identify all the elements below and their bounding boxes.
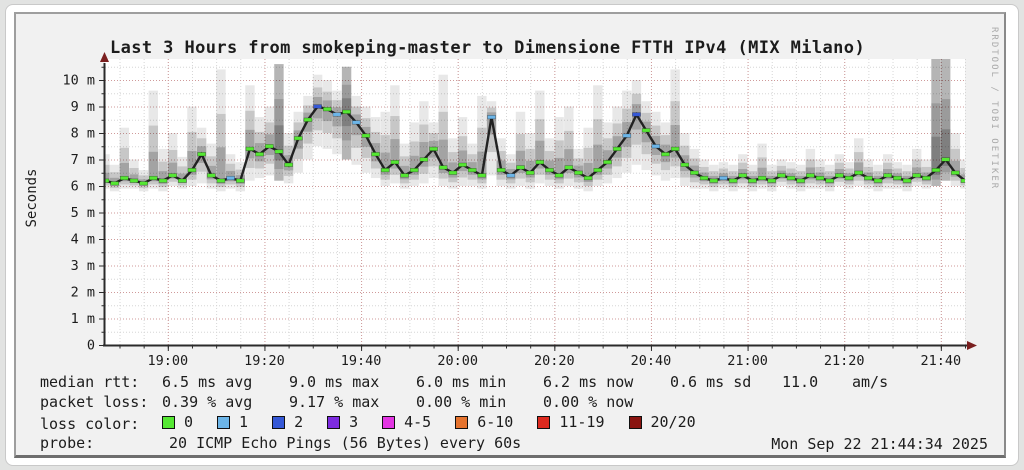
svg-text:20:00: 20:00 <box>437 353 478 369</box>
loss-4-5-swatch-icon <box>382 416 396 429</box>
svg-text:21:40: 21:40 <box>921 353 962 369</box>
svg-text:20:20: 20:20 <box>534 353 575 369</box>
svg-text:7 m: 7 m <box>71 152 95 168</box>
packet-loss-min: 0.00 % min <box>416 393 507 411</box>
loss-1-label: 1 <box>239 413 249 431</box>
loss-0-swatch-icon <box>162 416 175 429</box>
svg-text:21:00: 21:00 <box>727 353 768 369</box>
median-rtt-avg: 6.5 ms avg <box>162 373 253 391</box>
svg-text:6 m: 6 m <box>71 179 95 195</box>
probe-value: 20 ICMP Echo Pings (56 Bytes) every 60s <box>169 434 522 452</box>
loss-6-10-label: 6-10 <box>477 413 514 431</box>
y-axis-label: Seconds <box>24 168 40 228</box>
median-rtt-max: 9.0 ms max <box>289 373 380 391</box>
svg-text:19:20: 19:20 <box>244 353 285 369</box>
svg-text:4 m: 4 m <box>71 232 95 248</box>
median-rtt-label: median rtt: <box>40 373 140 391</box>
loss-11-19-label: 11-19 <box>559 413 605 431</box>
loss-2-swatch-icon <box>272 416 286 429</box>
median-rtt-sd: 0.6 ms sd <box>670 373 752 391</box>
svg-text:10 m: 10 m <box>62 73 95 89</box>
packet-loss-label: packet loss: <box>40 393 149 411</box>
median-rtt-slope-unit: am/s <box>852 373 889 391</box>
median-rtt-min: 6.0 ms min <box>416 373 507 391</box>
svg-text:20:40: 20:40 <box>631 353 672 369</box>
loss-11-19-swatch-icon <box>537 416 551 429</box>
loss-3-label: 3 <box>349 413 359 431</box>
loss-4-5-label: 4-5 <box>404 413 432 431</box>
svg-text:19:00: 19:00 <box>147 353 188 369</box>
loss-0-label: 0 <box>184 413 194 431</box>
probe-label: probe: <box>40 434 95 452</box>
graph-title: Last 3 Hours from smokeping-master to Di… <box>110 38 866 58</box>
smokeping-graph-panel: 19:00 19:20 19:40 20:00 20:20 20:40 21:00 21:20… <box>14 12 1006 458</box>
svg-text:5 m: 5 m <box>71 205 95 221</box>
svg-text:3 m: 3 m <box>71 258 95 274</box>
svg-text:19:40: 19:40 <box>341 353 382 369</box>
median-rtt-slope-value: 11.0 <box>782 373 819 391</box>
median-rtt-now: 6.2 ms now <box>543 373 634 391</box>
packet-loss-max: 9.17 % max <box>289 393 380 411</box>
svg-text:1 m: 1 m <box>71 311 95 327</box>
svg-text:0: 0 <box>87 338 95 354</box>
svg-text:9 m: 9 m <box>71 99 95 115</box>
median-rtt-row: median rtt: 6.5 ms avg 9.0 ms max 6.0 ms mi… <box>40 374 888 391</box>
packet-loss-now: 0.00 % now <box>543 393 634 411</box>
packet-loss-avg: 0.39 % avg <box>162 393 253 411</box>
latency-graph: 19:00 19:20 19:40 20:00 20:20 20:40 21:00 21:20… <box>62 52 977 369</box>
loss-1-swatch-icon <box>217 416 231 429</box>
svg-text:21:20: 21:20 <box>824 353 865 369</box>
loss-20-20-swatch-icon <box>628 416 642 429</box>
svg-text:8 m: 8 m <box>71 126 95 142</box>
rrdtool-watermark: RRDTOOL / TOBI OETIKER <box>989 27 999 191</box>
loss-color-row: loss color: 0 1 2 3 4-5 6-10 11-19 20/20 <box>40 414 720 433</box>
loss-color-label: loss color: <box>40 415 140 433</box>
generated-timestamp: Mon Sep 22 21:44:34 2025 <box>771 435 988 453</box>
loss-6-10-swatch-icon <box>455 416 469 429</box>
loss-3-swatch-icon <box>327 416 341 429</box>
svg-text:2 m: 2 m <box>71 285 95 301</box>
probe-row: probe: 20 ICMP Echo Pings (56 Bytes) ever… <box>40 435 521 452</box>
loss-2-label: 2 <box>294 413 304 431</box>
loss-20-20-label: 20/20 <box>650 413 696 431</box>
packet-loss-row: packet loss: 0.39 % avg 9.17 % max 0.00 % m… <box>40 394 670 411</box>
